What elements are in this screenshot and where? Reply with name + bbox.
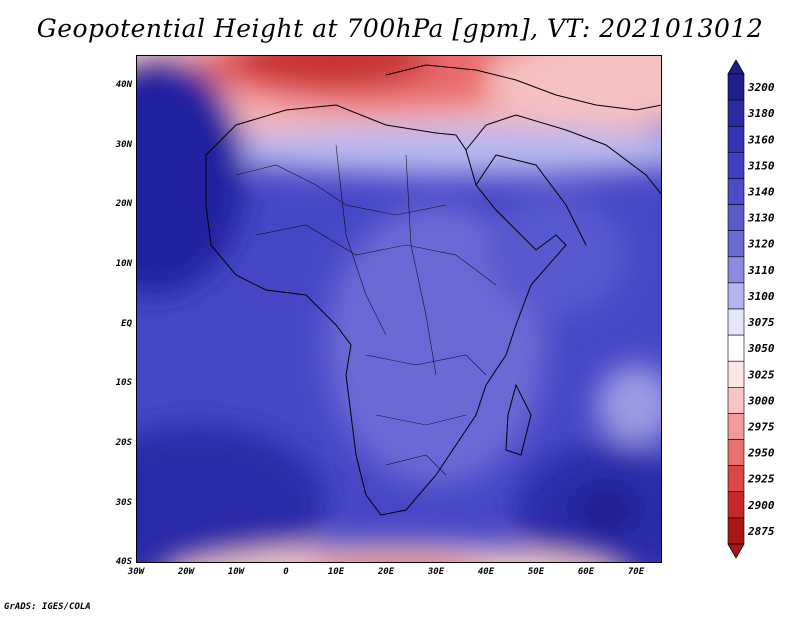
lat-label: 40S — [115, 557, 132, 567]
colorbar-swatch — [727, 125, 745, 153]
colorbar-label: 2875 — [747, 525, 775, 538]
colorbar-arrow-top — [727, 60, 745, 75]
colorbar-swatch — [727, 152, 745, 179]
colorbar-swatch — [727, 282, 745, 310]
colorbar-label: 3025 — [747, 368, 775, 381]
colorbar-label: 3200 — [747, 81, 775, 94]
colorbar-swatch — [727, 439, 745, 466]
colorbar-label: 3110 — [747, 264, 775, 277]
colorbar-swatch — [727, 491, 745, 519]
lon-label: 50E — [527, 567, 545, 577]
lat-label: 30S — [115, 498, 132, 508]
colorbar-swatch — [727, 387, 745, 414]
colorbar-label: 3050 — [747, 342, 775, 355]
colorbar-label: 2975 — [747, 421, 775, 434]
lon-label: 10W — [227, 567, 245, 577]
colorbar-label: 3075 — [747, 316, 775, 329]
lon-label: 30E — [427, 567, 445, 577]
lat-label: 40N — [115, 80, 132, 90]
lat-label: EQ — [121, 319, 132, 329]
colorbar-swatch — [727, 256, 745, 284]
colorbar: 3200 3180 3160 3150 3140 3130 3120 3110 3100 3075… — [727, 60, 775, 559]
colorbar-arrow-bottom — [727, 543, 745, 559]
lon-label: 20W — [177, 567, 195, 577]
colorbar-label: 3140 — [747, 186, 775, 199]
colorbar-label: 3000 — [747, 394, 775, 407]
lat-label: 10S — [115, 378, 132, 388]
lon-label: 10E — [327, 567, 345, 577]
geopotential-height-map — [136, 55, 662, 563]
lat-label: 10N — [115, 259, 132, 269]
country-borders — [235, 144, 497, 476]
map-title: Geopotential Height at 700hPa [gpm], VT:… — [36, 14, 764, 43]
colorbar-label: 3150 — [747, 159, 775, 172]
colorbar-label: 3160 — [747, 133, 775, 146]
colorbar-swatch — [727, 360, 745, 388]
grads-credit: GrADS: IGES/COLA — [4, 602, 91, 612]
colorbar-swatch — [727, 465, 745, 493]
lon-label: 0 — [283, 567, 289, 577]
lat-label: 20N — [115, 199, 132, 209]
colorbar-label: 2900 — [747, 499, 775, 512]
lon-label: 20E — [377, 567, 395, 577]
lon-label: 40E — [477, 567, 495, 577]
colorbar-swatch — [727, 308, 745, 336]
lon-label: 60E — [577, 567, 595, 577]
colorbar-swatch — [727, 413, 745, 440]
colorbar-label: 2950 — [747, 447, 775, 460]
colorbar-swatch — [727, 99, 745, 127]
colorbar-label: 3100 — [747, 290, 775, 303]
colorbar-swatch — [727, 204, 745, 231]
lat-label: 20S — [115, 438, 132, 448]
lat-label: 30N — [115, 140, 132, 150]
colorbar-swatch — [727, 178, 745, 205]
colorbar-label: 3130 — [747, 212, 775, 225]
colorbar-label: 2925 — [747, 473, 775, 486]
colorbar-swatch — [727, 334, 745, 362]
colorbar-swatch — [727, 230, 745, 258]
colorbar-swatch — [727, 73, 745, 101]
lon-label: 30W — [127, 567, 145, 577]
colorbar-label: 3180 — [747, 107, 775, 120]
coastlines — [205, 64, 662, 516]
map-frame — [136, 55, 662, 563]
colorbar-label: 3120 — [747, 238, 775, 251]
lon-label: 70E — [627, 567, 645, 577]
colorbar-swatch — [727, 517, 745, 545]
